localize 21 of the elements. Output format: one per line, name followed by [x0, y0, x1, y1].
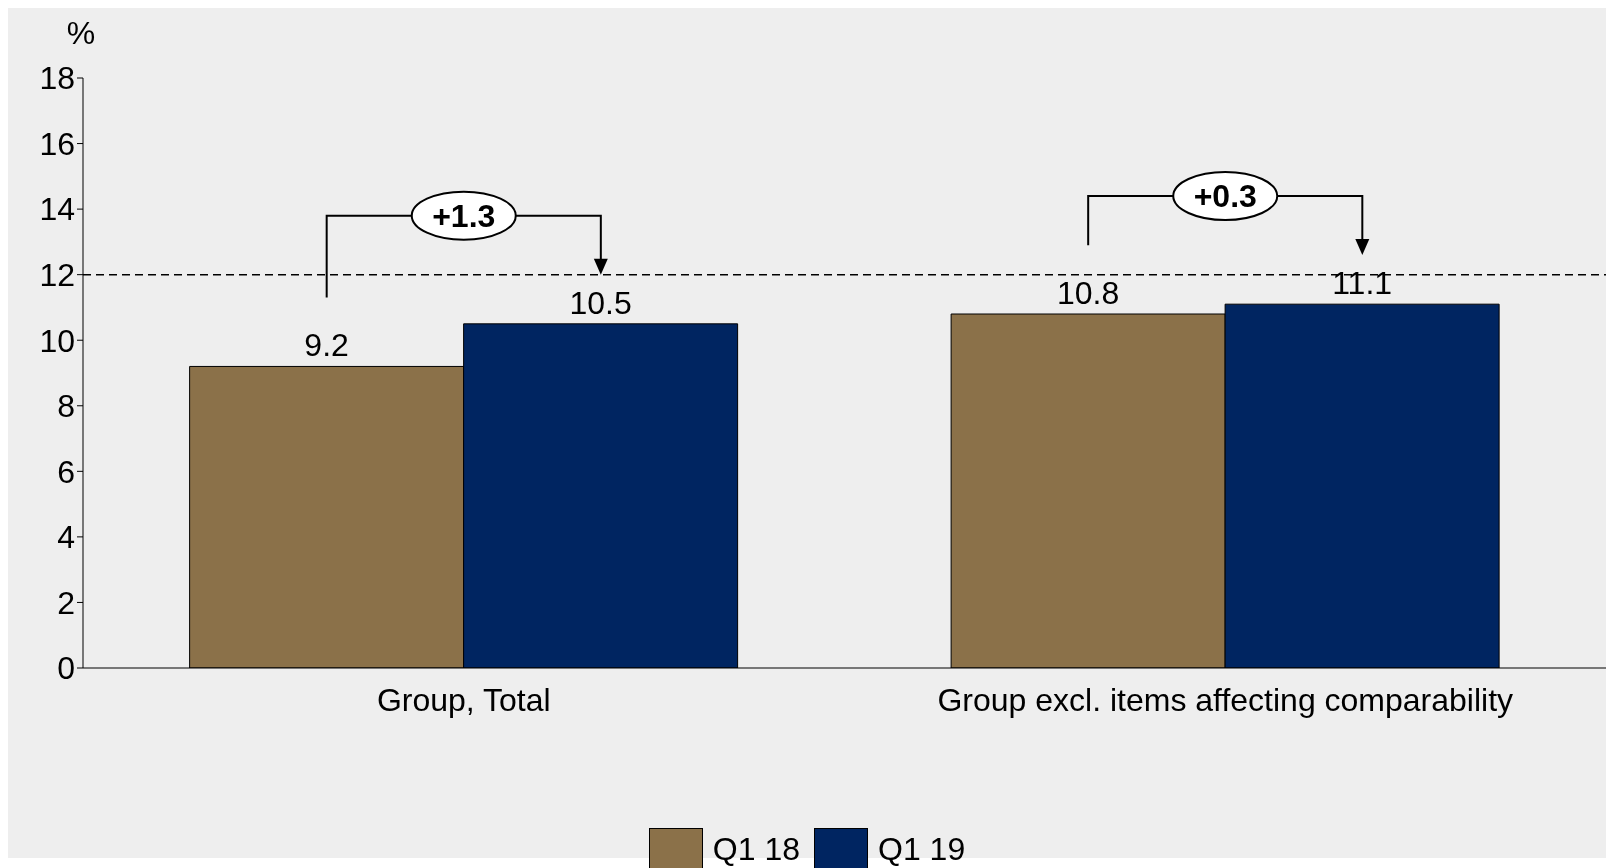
- annotation: +0.3: [1193, 178, 1257, 214]
- y-tick-label: 14: [39, 191, 75, 228]
- y-tick-label: 6: [57, 453, 75, 490]
- annotation: +1.3: [432, 197, 496, 234]
- y-tick-label: 4: [57, 519, 75, 556]
- y-tick-label: 10: [39, 322, 75, 359]
- y-tick-label: 18: [39, 60, 75, 97]
- data-label: 10.8: [1056, 275, 1120, 311]
- data-label: 11.1: [1332, 265, 1393, 302]
- y-tick-label: 0: [57, 650, 75, 687]
- x-tick-label: Group excl. items affecting comparability: [937, 681, 1514, 718]
- y-tick-label: 8: [57, 388, 75, 425]
- legend-label: Q1 18: [712, 830, 800, 868]
- data-label: 9.2: [304, 327, 349, 364]
- legend-label: Q1 19: [878, 830, 966, 868]
- y-axis-title: %: [66, 15, 96, 51]
- x-tick-label: Group, Total: [376, 681, 551, 718]
- data-label: 10.5: [569, 284, 632, 321]
- y-tick-label: 12: [39, 257, 75, 294]
- y-tick-label: 16: [39, 125, 75, 162]
- y-tick-label: 2: [57, 584, 75, 621]
